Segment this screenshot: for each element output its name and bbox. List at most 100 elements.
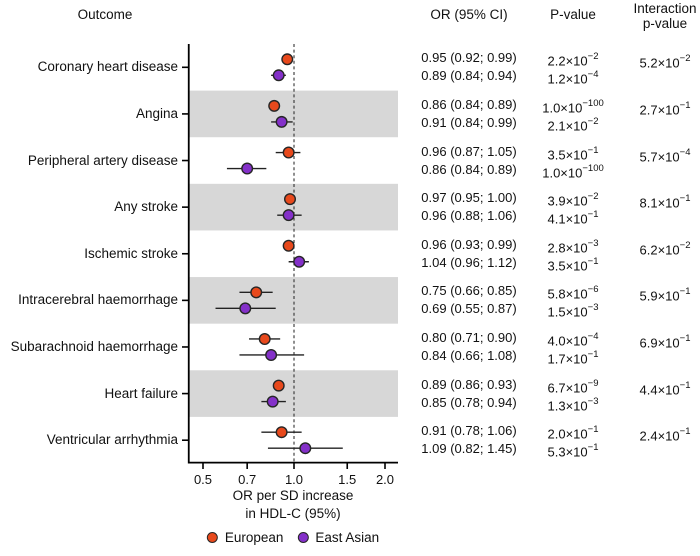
p-value-east_asian: 1.3×10−3 [513,394,633,413]
or-ci-value-european: 0.86 (0.84; 0.89) [421,96,517,112]
p-value-european: 4.0×10−4 [513,329,633,349]
p-value-european-exponent: −3 [587,237,599,249]
or-dot-european [282,239,295,252]
or-dot-east_asian [241,162,254,175]
p-value-european-base: 4.0×10 [547,333,588,349]
or-dot-east_asian [272,69,285,82]
outcome-label: Ischemic stroke [84,245,178,261]
interaction-p-value-base: 2.7×10 [639,102,680,118]
or-ci-value-east_asian: 0.86 (0.84; 0.89) [421,161,517,177]
p-value-european-base: 3.5×10 [547,146,588,162]
or-ci-value-east_asian: 1.09 (0.82; 1.45) [421,441,517,457]
outcome-label: Heart failure [104,385,178,401]
or-dot-east_asian [299,442,312,455]
interaction-p-value: 5.9×10−1 [613,284,700,304]
or-dot-east_asian [275,115,288,128]
legend-label-east-asian: East Asian [315,530,380,545]
legend-label-european: European [224,530,284,545]
interaction-p-value-exponent: −1 [679,99,691,111]
p-value-east_asian: 1.7×10−1 [513,347,633,367]
p-value-european-base: 2.8×10 [547,240,588,256]
interaction-p-value-exponent: −2 [679,239,691,251]
x-tick-label: 0.5 [193,471,213,487]
p-value-european: 5.8×10−6 [513,282,633,301]
or-ci-value-east_asian: 0.69 (0.55; 0.87) [421,301,517,317]
interaction-p-value-exponent: −1 [679,332,691,344]
p-value-east_asian-base: 5.3×10 [547,444,588,460]
p-value-east_asian-exponent: −100 [582,162,604,174]
outcome-label: Intracerebral haemorrhage [18,292,178,308]
interaction-p-value-base: 6.2×10 [639,242,680,258]
p-value-east_asian-exponent: −4 [587,69,599,81]
interaction-p-value: 6.9×10−1 [613,331,700,351]
x-tick-label: 2.0 [375,471,395,487]
interaction-p-value-base: 2.4×10 [639,428,680,444]
x-tick-label: 1.0 [284,471,304,487]
or-ci-value-european: 0.97 (0.95; 1.00) [421,190,517,206]
p-value-european-base: 6.7×10 [547,379,588,395]
column-header-or-ci: OR (95% CI) [430,7,508,22]
x-axis-title-line2: in HDL-C (95%) [245,506,341,521]
p-value-east_asian-exponent: −1 [587,255,599,267]
p-value-european-exponent: −1 [587,144,599,156]
interaction-p-value-exponent: −2 [679,53,691,65]
p-value-european-base: 1.0×10 [542,100,583,116]
interaction-p-value: 2.4×10−1 [613,424,700,444]
or-ci-value-european: 0.75 (0.66; 0.85) [421,283,517,299]
interaction-p-value-base: 5.7×10 [639,148,680,164]
or-dot-european [258,332,271,345]
interaction-p-value: 5.2×10−2 [613,51,700,70]
or-dot-european [281,53,294,66]
column-header-p-value: P-value [550,7,596,22]
p-value-european-base: 2.0×10 [547,426,588,442]
shaded-band [189,277,398,324]
outcome-label: Coronary heart disease [37,59,178,75]
outcome-label: Peripheral artery disease [27,152,178,168]
or-ci-value-east_asian: 0.84 (0.66; 1.08) [421,347,517,363]
p-value-european-base: 2.2×10 [547,53,588,69]
or-dot-european [268,99,281,112]
interaction-p-value: 8.1×10−1 [613,191,700,210]
or-ci-value-east_asian: 1.04 (0.96; 1.12) [421,254,517,270]
p-value-european: 2.2×10−2 [513,49,633,69]
x-tick-label: 0.7 [238,471,257,487]
or-ci-value-european: 0.91 (0.78; 1.06) [421,423,517,439]
or-dot-east_asian [282,209,295,222]
interaction-p-value-exponent: −1 [679,193,691,205]
or-ci-value-east_asian: 0.85 (0.78; 0.94) [421,394,517,410]
or-dot-european [250,286,263,299]
interaction-p-value-exponent: −1 [679,426,691,438]
p-value-european: 3.5×10−1 [513,143,633,162]
p-value-east_asian-exponent: −1 [587,209,599,221]
p-value-east_asian: 4.1×10−1 [513,207,633,226]
legend: European East Asian [206,530,379,545]
p-value-east_asian: 1.2×10−4 [513,67,633,86]
or-ci-value-east_asian: 0.91 (0.84; 0.99) [421,114,517,130]
p-value-east_asian: 2.1×10−2 [513,114,633,133]
or-ci-value-european: 0.80 (0.71; 0.90) [421,329,517,345]
p-value-east_asian-base: 1.3×10 [547,397,588,413]
interaction-p-value-base: 5.9×10 [639,288,680,304]
x-axis-title-line1: OR per SD increase [232,488,354,503]
p-value-east_asian: 3.5×10−1 [513,254,633,274]
p-value-east_asian-base: 1.0×10 [542,164,583,180]
interaction-p-value-base: 6.9×10 [639,335,680,351]
p-value-european-exponent: −2 [587,51,599,63]
p-value-european: 1.0×10−100 [513,96,633,116]
p-value-east_asian-base: 3.5×10 [547,258,588,274]
or-dot-east_asian [265,348,278,361]
legend-item-east-asian: East Asian [297,530,379,545]
east-asian-dot-icon [297,532,309,543]
p-value-east_asian-base: 1.5×10 [547,304,588,320]
or-ci-value-european: 0.96 (0.87; 1.05) [421,143,517,159]
p-value-european-exponent: −9 [587,377,599,389]
column-header-interaction-line2: p-value [642,16,688,31]
interaction-p-value: 6.2×10−2 [613,238,700,258]
p-value-east_asian-base: 1.7×10 [547,351,588,367]
p-value-european-exponent: −1 [587,424,599,436]
or-ci-value-european: 0.96 (0.93; 0.99) [421,236,517,252]
interaction-p-value-exponent: −1 [679,379,691,391]
p-value-european: 3.9×10−2 [513,189,633,208]
